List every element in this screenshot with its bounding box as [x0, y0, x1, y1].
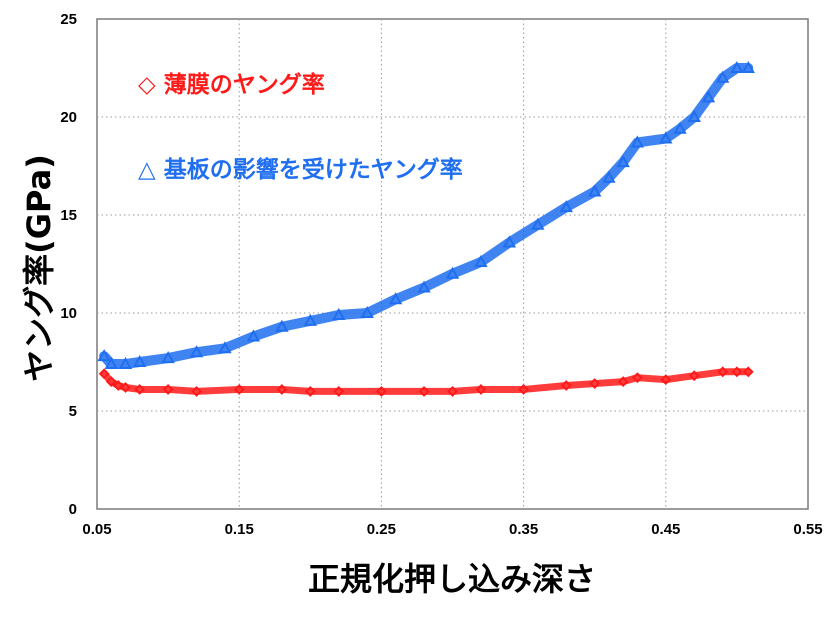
x-tick-labels: 0.05 0.15 0.25 0.35 0.45 0.55: [82, 521, 822, 538]
data-point: [134, 384, 146, 395]
x-tick-label: 0.35: [509, 521, 538, 538]
x-tick-label: 0.25: [367, 521, 396, 538]
data-point: [660, 374, 672, 386]
data-point: [360, 305, 374, 318]
data-point: [191, 385, 202, 397]
data-point: [447, 385, 458, 397]
data-point: [276, 384, 288, 395]
data-point: [275, 319, 289, 332]
data-point: [445, 266, 460, 279]
data-point: [559, 200, 573, 213]
series-thin-film-band: [100, 368, 752, 395]
series-substrate-effect: [97, 60, 755, 369]
data-point: [418, 385, 430, 397]
data-point: [631, 372, 643, 384]
plot-area: [96, 18, 809, 510]
data-point: [531, 217, 545, 230]
x-tick-label: 0.45: [651, 521, 680, 538]
data-point: [730, 60, 744, 73]
data-point: [388, 292, 403, 305]
data-point: [715, 70, 730, 83]
series-layer: [97, 60, 755, 397]
data-point: [589, 378, 601, 389]
x-tick-label: 0.55: [793, 521, 822, 538]
y-axis-label: ヤング率(GPa): [20, 154, 58, 382]
data-point: [731, 366, 743, 378]
data-point: [98, 368, 110, 380]
data-point: [602, 170, 616, 183]
data-point: [688, 370, 700, 382]
data-point: [375, 385, 387, 397]
data-point: [701, 90, 716, 103]
y-tick-label: 15: [60, 207, 77, 224]
y-tick-label: 25: [60, 11, 77, 28]
data-point: [673, 121, 687, 134]
data-point: [132, 354, 147, 367]
grid-lines: [97, 19, 808, 509]
data-point: [120, 382, 131, 393]
data-point: [475, 384, 487, 395]
y-tick-label: 5: [69, 403, 77, 420]
data-point: [189, 345, 204, 358]
data-point: [741, 60, 755, 73]
data-point: [474, 254, 488, 268]
x-axis-label: 正規化押し込み深さ: [308, 560, 596, 598]
data-point: [333, 385, 345, 397]
legend-entry-substrate-effect: △ 基板の影響を受けたヤング率: [138, 156, 463, 183]
data-point: [332, 307, 346, 320]
y-tick-label: 0: [69, 501, 77, 518]
data-point: [112, 380, 124, 391]
data-point: [630, 135, 645, 148]
data-point: [616, 155, 630, 168]
data-point: [742, 366, 754, 378]
data-point: [417, 280, 431, 293]
legend-entry-thin-film: ◇ 薄膜のヤング率: [138, 71, 325, 98]
data-point: [560, 380, 572, 391]
data-point: [518, 384, 530, 395]
data-point: [717, 366, 729, 378]
data-point: [246, 329, 261, 342]
data-point: [97, 349, 111, 362]
y-tick-labels: 0 5 10 15 20 25: [60, 11, 77, 518]
data-point: [687, 109, 701, 122]
data-point: [104, 356, 118, 369]
data-point: [105, 376, 117, 388]
data-point: [588, 184, 602, 197]
data-point: [304, 385, 316, 397]
data-point: [303, 313, 317, 326]
data-point: [118, 356, 133, 369]
data-point: [659, 131, 673, 144]
data-point: [233, 384, 245, 395]
series-thin-film: [98, 366, 754, 397]
y-tick-label: 10: [60, 305, 77, 322]
data-point: [617, 376, 629, 388]
data-point: [218, 341, 232, 354]
data-point: [161, 351, 175, 364]
x-tick-label: 0.05: [82, 521, 111, 538]
y-tick-label: 20: [60, 109, 77, 126]
data-point: [502, 235, 517, 248]
x-tick-label: 0.15: [225, 521, 254, 538]
data-point: [162, 384, 174, 395]
